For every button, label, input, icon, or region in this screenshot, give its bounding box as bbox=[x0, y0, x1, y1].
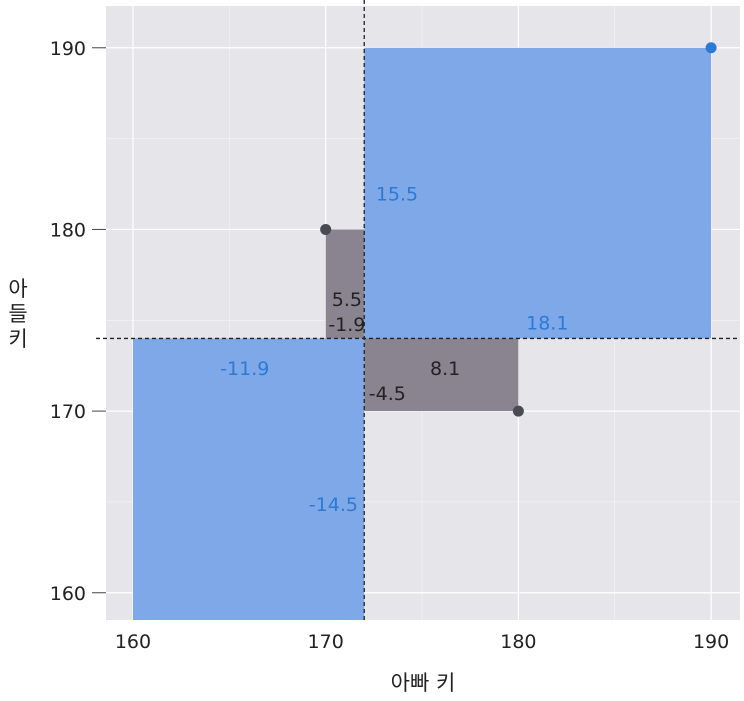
deviation-label: -11.9 bbox=[220, 358, 269, 380]
data-point bbox=[512, 405, 524, 417]
axis-ticks: 160 170 180 190 160 170 180 190 bbox=[50, 38, 729, 653]
deviation-label: -4.5 bbox=[369, 383, 406, 405]
data-points bbox=[320, 42, 717, 417]
y-tick-label: 190 bbox=[50, 38, 86, 60]
y-axis-title-char: 들 bbox=[8, 302, 27, 326]
data-point bbox=[320, 223, 332, 235]
mean-lines bbox=[96, 0, 738, 620]
y-axis-title-char: 키 bbox=[8, 327, 27, 351]
deviation-label: 18.1 bbox=[526, 312, 568, 334]
x-tick-label: 190 bbox=[693, 631, 729, 653]
x-axis-title: 아빠 키 bbox=[391, 671, 456, 695]
y-tick-label: 180 bbox=[50, 219, 86, 241]
negative-area-rect bbox=[325, 229, 365, 339]
positive-area-rect bbox=[132, 338, 365, 620]
x-tick-label: 180 bbox=[500, 631, 536, 653]
x-tick-label: 170 bbox=[308, 631, 344, 653]
data-point bbox=[705, 42, 717, 54]
y-axis-title-char: 아 bbox=[8, 277, 27, 301]
deviation-label: -14.5 bbox=[309, 494, 358, 516]
positive-area-rect bbox=[364, 47, 712, 339]
deviation-rectangles bbox=[132, 47, 712, 620]
deviation-label: 8.1 bbox=[430, 358, 460, 380]
y-tick-label: 160 bbox=[50, 583, 86, 605]
annotations: 15.5 18.1 5.5 -1.9 8.1 -4.5 -11.9 -14.5 bbox=[220, 183, 568, 516]
deviation-label: 15.5 bbox=[376, 183, 418, 205]
deviation-label: -1.9 bbox=[328, 314, 365, 336]
y-tick-label: 170 bbox=[50, 401, 86, 423]
y-axis-title: 아들키 bbox=[8, 277, 27, 351]
x-tick-label: 160 bbox=[115, 631, 151, 653]
deviation-label: 5.5 bbox=[332, 289, 362, 311]
negative-area-rect bbox=[364, 338, 519, 412]
